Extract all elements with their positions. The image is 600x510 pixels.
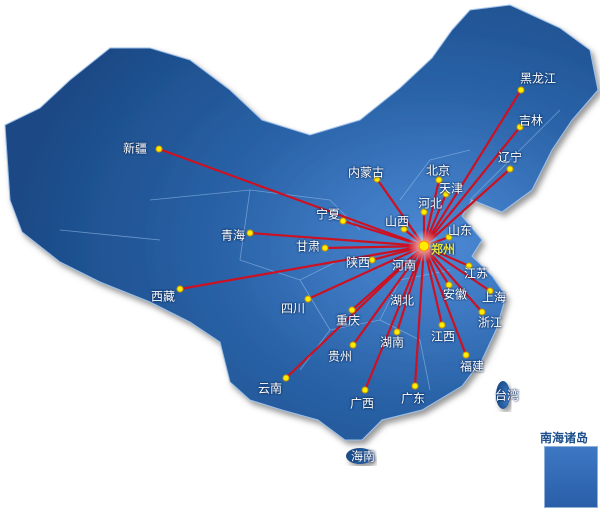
province-label: 辽宁 [497, 150, 523, 165]
hub-marker [418, 240, 430, 252]
route-line [413, 245, 426, 387]
province-dot[interactable] [506, 165, 514, 173]
province-label: 吉林 [518, 113, 544, 128]
taiwan-shape [496, 381, 510, 409]
route-line [307, 244, 425, 301]
province-label: 贵州 [327, 349, 353, 364]
province-dot[interactable] [393, 328, 401, 336]
province-label: 天津 [438, 181, 464, 196]
province-dot[interactable] [486, 287, 494, 295]
province-label: 广东 [400, 391, 426, 406]
province-dot[interactable] [321, 244, 329, 252]
province-label: 云南 [257, 381, 283, 396]
mainland-shape [4, 4, 599, 441]
province-label: 黑龙江 [519, 71, 557, 86]
route-line [352, 245, 425, 346]
province-dot[interactable] [373, 175, 381, 183]
hub-label: 郑州 [430, 242, 456, 257]
province-label: 北京 [425, 163, 451, 178]
route-line [423, 168, 511, 247]
province-label: 浙江 [477, 315, 503, 330]
province-dot[interactable] [465, 262, 473, 270]
region-label: 湖北 [389, 293, 415, 308]
region-label: 海南 [350, 449, 376, 464]
route-line [179, 244, 425, 291]
route-line [158, 147, 425, 248]
province-dot[interactable] [349, 341, 357, 349]
region-label: 台湾 [494, 388, 520, 403]
province-label: 四川 [280, 301, 306, 316]
province-label: 西藏 [150, 289, 176, 304]
province-dot[interactable] [445, 233, 453, 241]
province-label: 甘肃 [295, 239, 321, 254]
province-label: 江西 [430, 329, 456, 344]
province-dot[interactable] [155, 145, 163, 153]
province-label: 广西 [349, 396, 375, 411]
province-dot[interactable] [304, 295, 312, 303]
hainan-shape [346, 448, 374, 464]
province-label: 青海 [220, 228, 246, 243]
province-label: 山东 [447, 223, 473, 238]
province-label: 陕西 [345, 255, 371, 270]
route-line [249, 231, 425, 248]
province-label: 安徽 [442, 287, 468, 302]
province-dot[interactable] [438, 321, 446, 329]
route-line [423, 89, 522, 247]
inset-title: 南海诸岛 [540, 431, 589, 445]
province-label: 湖南 [379, 335, 405, 350]
route-line [363, 245, 426, 391]
province-dot[interactable] [339, 217, 347, 225]
province-label: 江苏 [463, 266, 489, 281]
province-dot[interactable] [368, 256, 376, 264]
province-dot[interactable] [411, 382, 419, 390]
province-dot[interactable] [435, 176, 443, 184]
province-dot[interactable] [420, 208, 428, 216]
province-label: 上海 [481, 290, 507, 305]
province-dot[interactable] [176, 285, 184, 293]
province-label: 山西 [384, 214, 410, 229]
province-label: 内蒙古 [347, 165, 385, 180]
route-line [285, 245, 425, 379]
province-label: 宁夏 [315, 207, 341, 222]
province-dot[interactable] [348, 306, 356, 314]
province-dot[interactable] [246, 229, 254, 237]
route-line [324, 244, 425, 250]
province-label: 福建 [459, 359, 485, 374]
south-china-sea-inset [544, 446, 598, 508]
province-label: 河北 [417, 196, 443, 211]
province-dot[interactable] [517, 86, 525, 94]
province-dot[interactable] [478, 308, 486, 316]
province-dot[interactable] [462, 351, 470, 359]
province-dot[interactable] [445, 281, 453, 289]
province-label: 重庆 [335, 313, 361, 328]
route-line [422, 245, 468, 356]
province-dot[interactable] [282, 374, 290, 382]
province-dot[interactable] [442, 190, 450, 198]
region-label: 河南 [391, 258, 417, 273]
route-line [423, 126, 521, 247]
province-dot[interactable] [516, 123, 524, 131]
province-dot[interactable] [400, 225, 408, 233]
province-dot[interactable] [361, 386, 369, 394]
province-label: 新疆 [122, 141, 148, 156]
